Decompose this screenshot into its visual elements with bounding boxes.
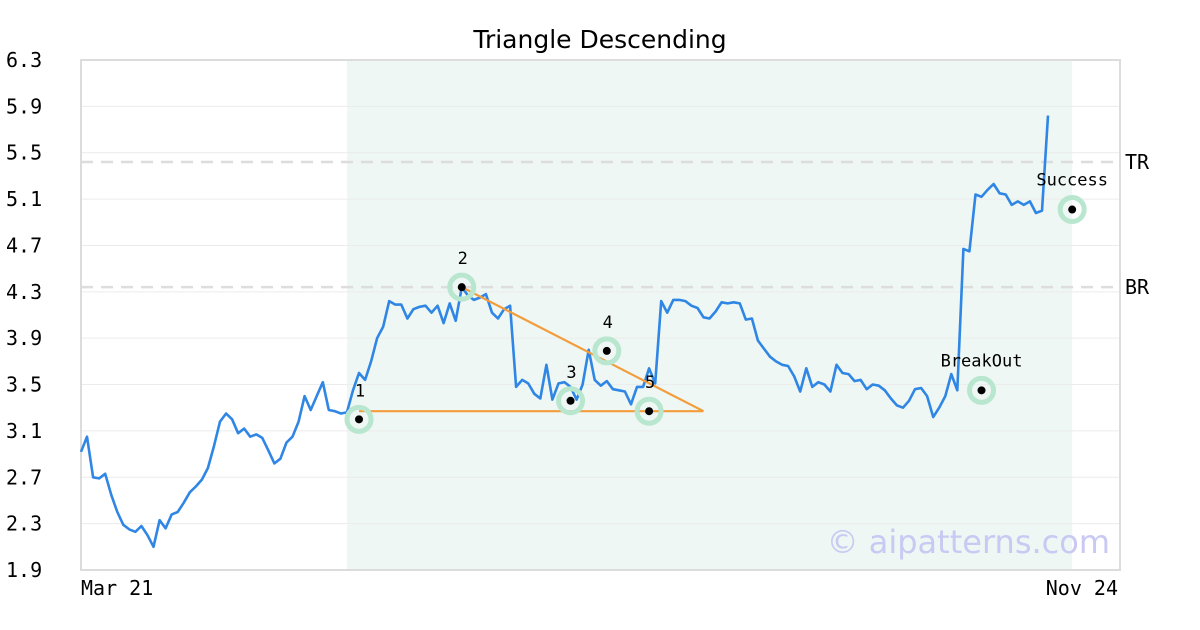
y-tick-label: 5.5 — [6, 141, 42, 165]
shaded-pattern-region — [346, 60, 1073, 570]
key-point-halo — [344, 404, 374, 434]
key-point-dot — [602, 346, 611, 355]
y-tick-label: 3.1 — [6, 419, 42, 443]
reference-line-label: TR — [1125, 150, 1150, 174]
y-tick-label: 4.7 — [6, 233, 42, 257]
x-tick-label: Nov 24 — [1046, 576, 1118, 600]
y-tick-label: 3.5 — [6, 373, 42, 397]
grid-lines — [81, 59, 1120, 571]
y-tick-label: 6.3 — [6, 48, 42, 72]
y-tick-label: 5.9 — [6, 94, 42, 118]
key-point-dot — [457, 283, 466, 292]
price-line — [79, 115, 1050, 549]
annotation-point-dot — [1068, 205, 1077, 214]
key-point-halo — [447, 272, 477, 302]
trendline — [461, 286, 705, 413]
x-tick-label: Mar 21 — [81, 576, 153, 600]
annotation-point-halo — [967, 375, 997, 405]
annotation-point-dot — [977, 386, 986, 395]
key-point-label: 1 — [355, 381, 365, 401]
key-points: 1 2 3 4 5 — [344, 249, 664, 434]
y-tick-label: 3.9 — [6, 326, 42, 350]
key-point-label: 5 — [645, 373, 655, 393]
key-point-label: 2 — [458, 249, 468, 269]
x-axis-ticks: Mar 21 Nov 24 — [81, 576, 1118, 600]
y-axis-ticks: 6.3 5.9 5.5 5.1 4.7 4.3 3.9 3.5 3.1 2.7 2.3 1.9 — [6, 48, 42, 582]
annotation-point-halo — [1057, 195, 1087, 225]
key-point-dot — [566, 396, 575, 405]
reference-lines: TR BR — [81, 150, 1150, 299]
y-tick-label: 2.7 — [6, 465, 42, 489]
y-tick-label: 5.1 — [6, 187, 42, 211]
key-point-dot — [355, 415, 364, 424]
key-point-dot — [645, 407, 654, 416]
annotations: BreakOut Success — [941, 171, 1108, 405]
watermark: © aipatterns.com — [827, 523, 1110, 561]
y-tick-label: 4.3 — [6, 280, 42, 304]
key-point-label: 4 — [603, 313, 613, 333]
plot-border — [80, 59, 1121, 571]
annotation-label: Success — [1036, 171, 1108, 191]
key-point-halo — [556, 386, 586, 416]
key-point-halo — [634, 396, 664, 426]
annotation-label: BreakOut — [941, 351, 1023, 371]
y-tick-label: 1.9 — [6, 558, 42, 582]
chart-title: Triangle Descending — [472, 25, 726, 54]
reference-line-label: BR — [1125, 275, 1150, 299]
y-tick-label: 2.3 — [6, 512, 42, 536]
key-point-label: 3 — [566, 363, 576, 383]
key-point-halo — [592, 336, 622, 366]
